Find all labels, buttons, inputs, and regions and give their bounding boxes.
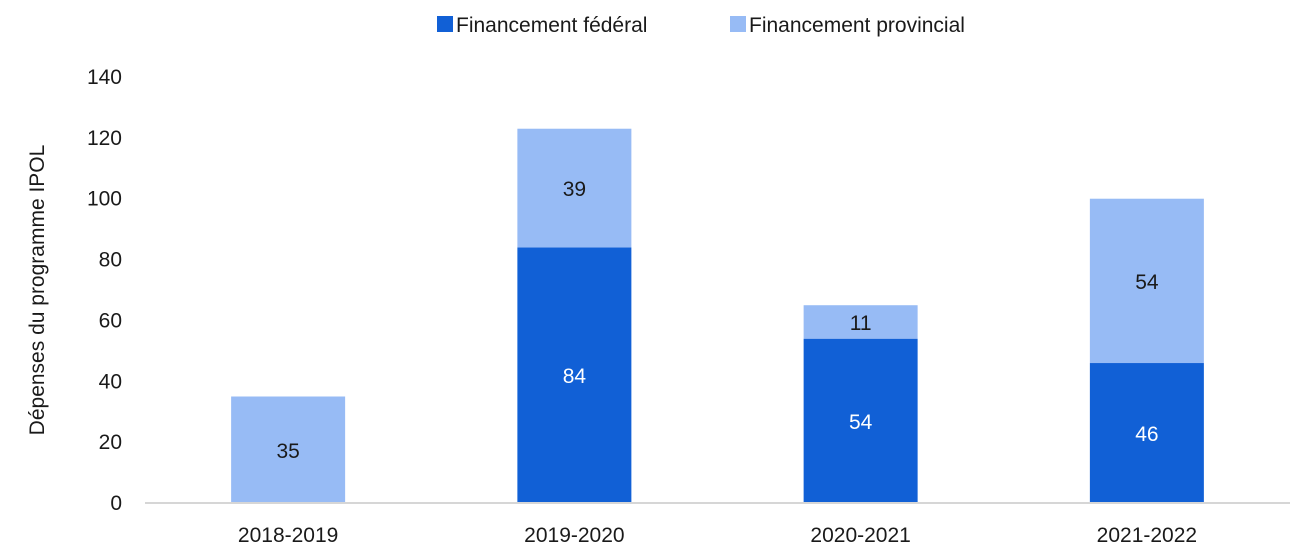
legend-swatch bbox=[437, 16, 453, 32]
legend-label: Financement fédéral bbox=[456, 14, 647, 37]
y-tick-label: 40 bbox=[99, 370, 122, 393]
y-tick-label: 80 bbox=[99, 249, 122, 272]
y-tick-label: 60 bbox=[99, 309, 122, 332]
data-label: 46 bbox=[1135, 423, 1158, 446]
bars: 35 84 39 54 11 46 54 bbox=[231, 128, 1204, 503]
bar-segment bbox=[1089, 198, 1204, 364]
x-tick-label: 2021-2022 bbox=[1097, 524, 1197, 547]
bar-segment bbox=[803, 338, 918, 503]
legend-swatch bbox=[730, 16, 746, 32]
bar-segment bbox=[517, 247, 632, 503]
data-label: 54 bbox=[849, 411, 873, 434]
data-label: 54 bbox=[1135, 271, 1159, 294]
y-tick-label: 20 bbox=[99, 431, 122, 454]
data-label: 39 bbox=[563, 178, 586, 201]
y-tick-label: 140 bbox=[87, 66, 122, 89]
x-tick-label: 2020-2021 bbox=[810, 524, 910, 547]
x-axis-ticks: 2018-2019 2019-2020 2020-2021 2021-2022 bbox=[238, 524, 1197, 547]
data-label: 35 bbox=[276, 440, 299, 463]
y-tick-label: 100 bbox=[87, 188, 122, 211]
bar-segment bbox=[1089, 363, 1204, 503]
data-label: 11 bbox=[850, 312, 872, 335]
x-tick-label: 2018-2019 bbox=[238, 524, 338, 547]
bar-segment bbox=[517, 128, 632, 248]
bar-segment bbox=[231, 396, 346, 503]
legend-label: Financement provincial bbox=[749, 14, 965, 37]
y-axis-ticks: 0 20 40 60 80 100 120 140 bbox=[87, 66, 122, 515]
legend: Financement fédéral Financement provincia… bbox=[437, 14, 965, 37]
y-axis-title: Dépenses du programme IPOL bbox=[26, 145, 49, 436]
x-tick-label: 2019-2020 bbox=[524, 524, 624, 547]
bar-segment bbox=[803, 305, 918, 339]
y-tick-label: 0 bbox=[110, 492, 122, 515]
data-label: 84 bbox=[563, 365, 587, 388]
y-tick-label: 120 bbox=[87, 127, 122, 150]
